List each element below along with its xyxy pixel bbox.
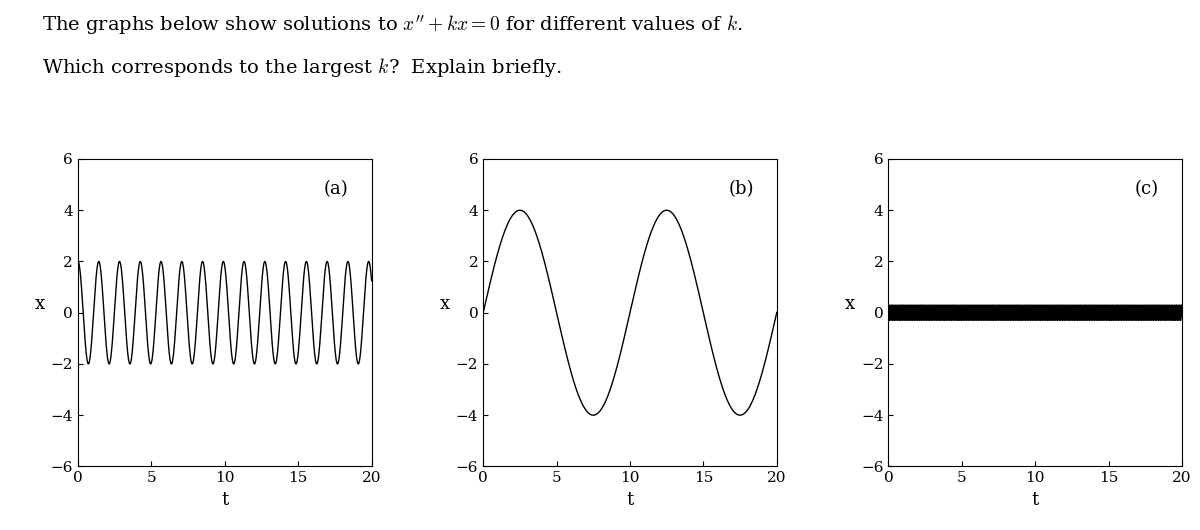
Y-axis label: x: x — [35, 295, 44, 313]
Text: Which corresponds to the largest $k$?  Explain briefly.: Which corresponds to the largest $k$? Ex… — [42, 56, 562, 78]
X-axis label: t: t — [626, 491, 634, 509]
Text: (c): (c) — [1135, 181, 1159, 199]
X-axis label: t: t — [221, 491, 228, 509]
Y-axis label: x: x — [845, 295, 854, 313]
Text: (b): (b) — [728, 181, 755, 199]
Text: (a): (a) — [324, 181, 349, 199]
Y-axis label: x: x — [439, 295, 450, 313]
Text: The graphs below show solutions to $x'' + kx = 0$ for different values of $k$.: The graphs below show solutions to $x'' … — [42, 13, 743, 37]
X-axis label: t: t — [1032, 491, 1039, 509]
